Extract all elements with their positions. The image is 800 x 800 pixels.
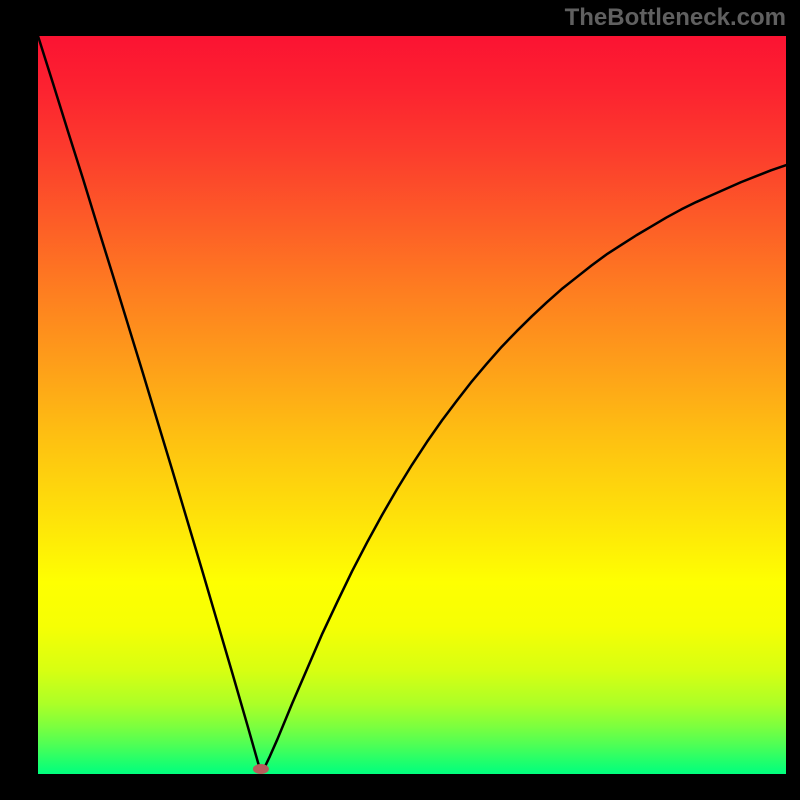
chart-svg	[38, 36, 786, 774]
gradient-background	[38, 36, 786, 774]
watermark-text: TheBottleneck.com	[565, 4, 786, 32]
chart-plot-area	[38, 36, 786, 774]
minimum-marker	[253, 764, 269, 774]
chart-frame: TheBottleneck.com	[0, 0, 800, 800]
